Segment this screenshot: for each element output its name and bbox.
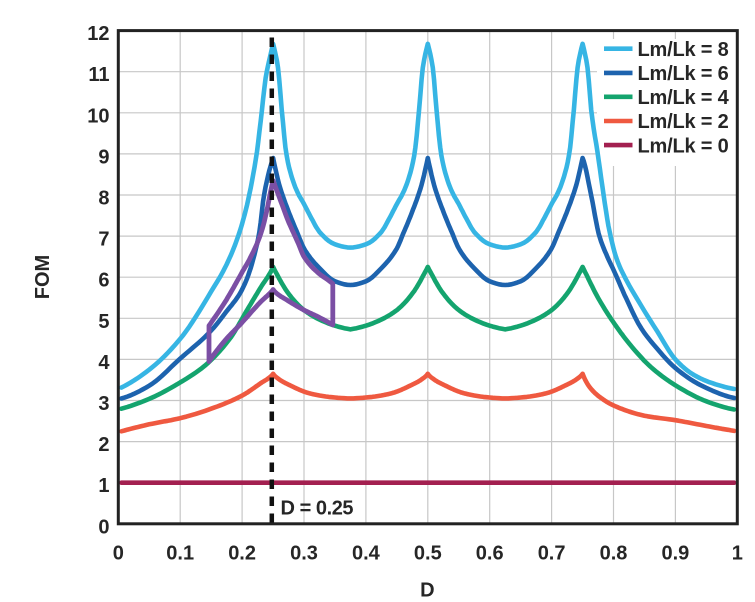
- svg-text:1: 1: [98, 475, 109, 497]
- svg-text:12: 12: [87, 23, 109, 45]
- svg-text:Lm/Lk = 0: Lm/Lk = 0: [638, 135, 729, 157]
- svg-text:0: 0: [98, 516, 109, 538]
- svg-text:D = 0.25: D = 0.25: [281, 498, 354, 520]
- svg-text:11: 11: [88, 64, 109, 86]
- svg-text:FOM: FOM: [32, 255, 54, 299]
- svg-text:Lm/Lk = 6: Lm/Lk = 6: [638, 63, 729, 85]
- svg-text:Lm/Lk = 4: Lm/Lk = 4: [638, 87, 730, 109]
- svg-text:8: 8: [98, 188, 109, 210]
- svg-text:0.8: 0.8: [600, 543, 628, 565]
- svg-text:0: 0: [113, 543, 124, 565]
- svg-text:0.5: 0.5: [414, 543, 442, 565]
- svg-text:10: 10: [87, 105, 109, 127]
- svg-text:6: 6: [98, 270, 109, 292]
- svg-text:5: 5: [98, 311, 109, 333]
- svg-text:3: 3: [98, 393, 109, 415]
- svg-text:0.4: 0.4: [352, 543, 381, 565]
- svg-text:1: 1: [732, 543, 743, 565]
- svg-text:D: D: [420, 580, 434, 602]
- svg-text:0.7: 0.7: [538, 543, 566, 565]
- svg-text:0.1: 0.1: [166, 543, 194, 565]
- svg-text:0.6: 0.6: [476, 543, 504, 565]
- svg-text:Lm/Lk = 2: Lm/Lk = 2: [638, 111, 729, 133]
- svg-text:7: 7: [98, 229, 109, 251]
- svg-text:0.3: 0.3: [290, 543, 318, 565]
- svg-text:4: 4: [98, 352, 110, 374]
- svg-text:2: 2: [98, 434, 109, 456]
- svg-text:0.2: 0.2: [228, 543, 256, 565]
- svg-text:0.9: 0.9: [661, 543, 689, 565]
- svg-text:Lm/Lk = 8: Lm/Lk = 8: [638, 39, 729, 61]
- svg-text:9: 9: [98, 146, 109, 168]
